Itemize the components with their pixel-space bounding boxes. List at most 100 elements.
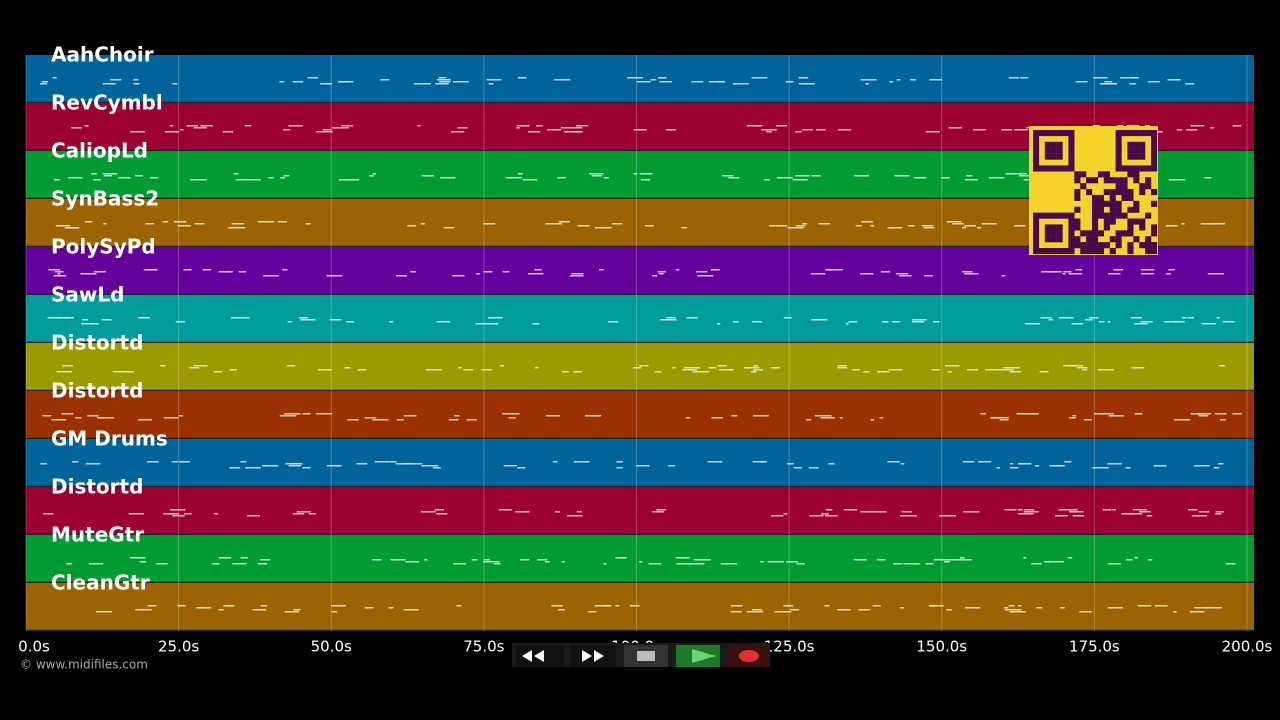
note [183, 269, 192, 271]
note [571, 131, 583, 133]
note [448, 419, 459, 421]
note [1140, 321, 1153, 323]
note [517, 173, 523, 175]
qr-cell [1127, 165, 1134, 172]
note [551, 605, 563, 607]
note [876, 559, 886, 561]
qr-cell [1033, 230, 1040, 237]
note [436, 79, 451, 81]
qr-cell [1086, 248, 1093, 255]
note [292, 81, 304, 83]
note [870, 511, 887, 513]
note [636, 81, 651, 83]
stop-button[interactable] [624, 645, 668, 667]
note [782, 225, 788, 227]
note [1207, 273, 1224, 275]
note [1214, 413, 1227, 415]
note [172, 515, 185, 517]
note [751, 77, 768, 79]
note [56, 371, 73, 373]
note [1190, 125, 1205, 127]
note [1044, 561, 1050, 563]
qr-cell [1086, 189, 1093, 196]
note [881, 271, 891, 273]
note [1099, 83, 1117, 85]
note [172, 83, 178, 85]
qr-cell [1145, 165, 1152, 172]
note [594, 227, 612, 229]
note [1075, 81, 1088, 83]
note [812, 175, 821, 177]
note [988, 177, 1005, 179]
note [861, 221, 873, 223]
qr-cell [1062, 248, 1069, 255]
track-labels: AahChoir RevCymbl CaliopLd SynBass2 PolySyPd… [51, 43, 168, 595]
note [344, 367, 351, 369]
note [451, 131, 465, 133]
note [681, 227, 688, 229]
note [528, 131, 541, 133]
note [403, 609, 419, 611]
qr-cell [1133, 147, 1140, 154]
note [644, 225, 654, 227]
note [932, 321, 940, 323]
note [615, 605, 620, 607]
note [1069, 511, 1084, 513]
note [558, 609, 565, 611]
qr-cell [1038, 165, 1045, 172]
rewind-button[interactable] [516, 645, 564, 667]
note [1058, 317, 1074, 319]
note [1107, 607, 1123, 609]
note [1204, 177, 1212, 179]
note [307, 77, 319, 79]
forward-button[interactable] [570, 645, 616, 667]
qr-cell [1151, 200, 1158, 207]
qr-cell [1033, 159, 1040, 166]
note [853, 559, 867, 561]
qr-cell [1092, 248, 1099, 255]
note [257, 221, 275, 223]
qr-cell [1103, 242, 1110, 249]
record-button[interactable] [728, 645, 770, 667]
note [112, 371, 128, 373]
qr-cell [1092, 212, 1099, 219]
note [1147, 559, 1153, 561]
note [1215, 511, 1225, 513]
note [1039, 371, 1049, 373]
note [41, 81, 49, 83]
note [795, 131, 802, 133]
note [286, 365, 296, 367]
note [1173, 321, 1185, 323]
note [421, 465, 439, 467]
qr-cell [1092, 218, 1099, 225]
time-label: 175.0s [1069, 638, 1120, 656]
transport-controls [512, 643, 770, 667]
qr-cell [1127, 206, 1134, 213]
note [888, 369, 903, 371]
note [145, 223, 155, 225]
note [372, 419, 389, 421]
note [356, 463, 368, 465]
note [218, 557, 232, 559]
qr-cell [1033, 135, 1040, 142]
qr-cell [1103, 224, 1110, 231]
note [414, 83, 431, 85]
qr-cell [1115, 200, 1122, 207]
note [1001, 129, 1013, 131]
note [944, 365, 960, 367]
note [696, 271, 708, 273]
note [263, 275, 279, 277]
note [1232, 125, 1242, 127]
note [1082, 369, 1088, 371]
qr-cell [1068, 141, 1075, 148]
qr-cell [1115, 242, 1122, 249]
note [618, 557, 625, 559]
note [656, 509, 667, 511]
note [962, 461, 975, 463]
note [483, 223, 496, 225]
note [759, 461, 767, 463]
note [162, 221, 169, 223]
qr-cell [1139, 153, 1146, 160]
play-button[interactable] [676, 645, 720, 667]
